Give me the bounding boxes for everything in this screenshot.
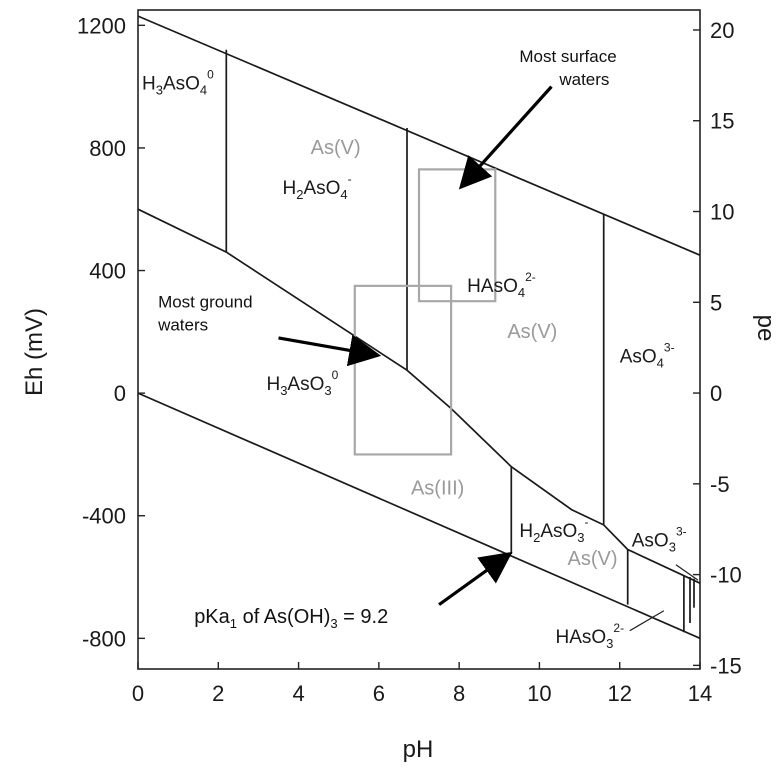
plot-border	[137, 9, 701, 670]
y-tick-label: 400	[89, 259, 126, 284]
x-tick-label: 8	[453, 681, 465, 706]
pointer-arrow	[438, 551, 513, 606]
y2-axis-label: pe	[752, 315, 779, 342]
x-tick-label: 14	[688, 681, 712, 706]
species-label: H2AsO3-	[519, 515, 588, 545]
y-tick-label: 800	[89, 136, 126, 161]
annotation-text: waters	[558, 70, 609, 89]
y2-tick-label: 15	[710, 109, 734, 134]
species-label: H2AsO4-	[283, 172, 352, 202]
y2-tick-label: 20	[710, 18, 734, 43]
species-labels: H3AsO40 H2AsO4- HAsO42- AsO43- H3AsO30 H2AsO3…	[142, 68, 687, 651]
annotation-text: waters	[157, 315, 208, 334]
x-tick-label: 10	[527, 681, 551, 706]
y-tick-label: -400	[82, 504, 126, 529]
y-axis-label: Eh (mV)	[21, 308, 48, 396]
oxidation-state-label: As(V)	[311, 137, 361, 159]
label-leader-line	[675, 564, 699, 581]
annotation-text: Most surface	[519, 47, 616, 66]
species-label: H3AsO30	[266, 368, 338, 398]
x-axis-label: pH	[403, 736, 434, 763]
label-leader-line	[629, 610, 665, 632]
annotations: Most surface waters Most ground waters pKa1 …	[157, 47, 699, 632]
species-label: HAsO32-	[555, 621, 624, 651]
oxidation-state-label: As(V)	[507, 321, 557, 343]
y2-tick-label: 10	[710, 200, 734, 225]
axis-ticks: 0 2 4 6 8 10 12 14 1200 800 400 0 -400 -800 20 15 10 5 0 -5…	[77, 13, 742, 706]
y-tick-label: 0	[114, 381, 126, 406]
water-regions	[353, 168, 497, 456]
y2-tick-label: -10	[710, 563, 742, 588]
water-region-box	[353, 284, 453, 456]
y2-tick-label: 5	[710, 290, 722, 315]
boundary-line	[137, 15, 701, 256]
species-label: AsO43-	[620, 340, 675, 370]
species-label: H3AsO40	[142, 68, 214, 98]
species-label: AsO33-	[632, 524, 687, 554]
boundary-line	[137, 392, 701, 640]
plot-frame	[137, 9, 701, 670]
pointer-arrow	[458, 85, 553, 190]
pka-label: pKa1 of As(OH)3 = 9.2	[194, 606, 388, 631]
boundary-lines	[137, 15, 701, 640]
y2-tick-label: -15	[710, 653, 742, 678]
annotation-text: Most ground	[158, 292, 253, 311]
water-region-box	[417, 168, 497, 303]
y-tick-label: -800	[82, 626, 126, 651]
oxidation-state-label: As(V)	[568, 548, 618, 570]
x-tick-label: 0	[132, 681, 144, 706]
y-tick-label: 1200	[77, 13, 126, 38]
y2-tick-label: 0	[710, 381, 722, 406]
x-tick-label: 12	[607, 681, 631, 706]
y2-tick-label: -5	[710, 472, 730, 497]
x-tick-label: 4	[292, 681, 304, 706]
pointer-arrow	[278, 334, 382, 367]
x-tick-label: 2	[212, 681, 224, 706]
oxidation-state-label: As(III)	[411, 477, 464, 499]
x-tick-label: 6	[373, 681, 385, 706]
species-label: HAsO42-	[467, 270, 536, 300]
